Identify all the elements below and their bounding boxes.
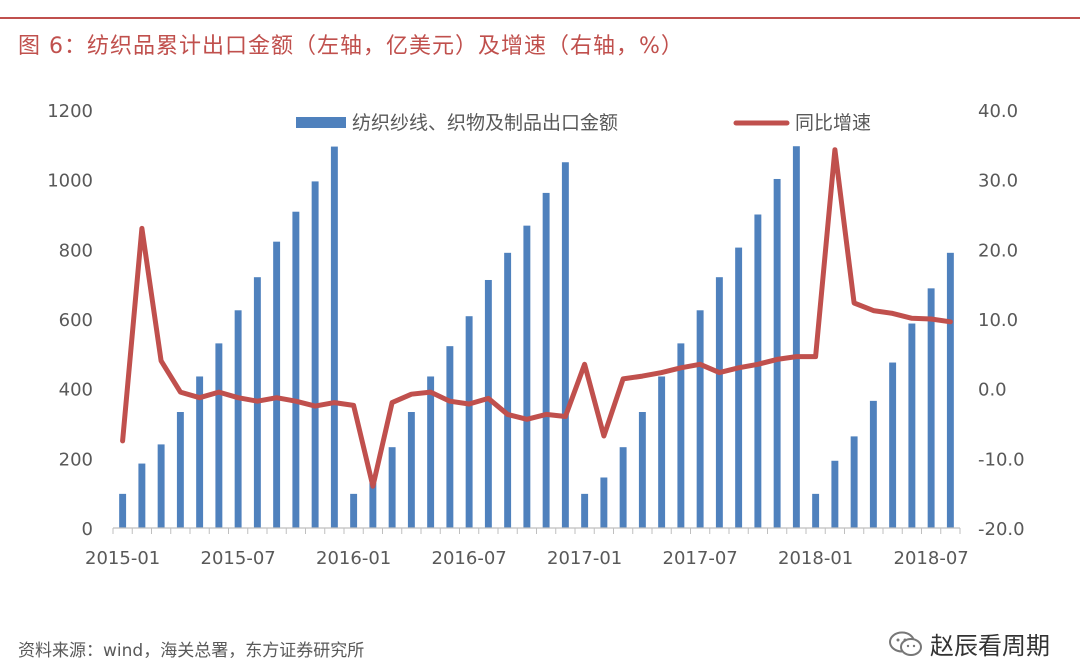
left-axis-tick-label: 1200: [47, 101, 93, 122]
bar: [119, 493, 127, 528]
bar: [388, 447, 396, 528]
bar: [427, 376, 435, 528]
bar: [157, 444, 165, 528]
right-axis-tick-label: 10.0: [978, 310, 1018, 331]
bar: [234, 310, 242, 528]
left-axis-tick-label: 600: [59, 310, 93, 331]
left-axis-tick-label: 200: [59, 449, 93, 470]
bar: [350, 493, 358, 528]
bar: [619, 447, 627, 528]
x-axis-tick-label: 2015-01: [85, 548, 160, 569]
bar: [889, 362, 897, 528]
bar: [773, 178, 781, 528]
bar: [869, 400, 877, 528]
figure-title: 图 6：纺织品累计出口金额（左轴，亿美元）及增速（右轴，%）: [18, 34, 684, 59]
x-axis-tick-label: 2017-01: [547, 548, 622, 569]
bar: [369, 482, 377, 528]
bar: [446, 346, 454, 528]
bar: [542, 192, 550, 529]
right-axis-tick-label: -10.0: [978, 449, 1025, 470]
bar: [715, 277, 723, 528]
right-axis-tick-label: 20.0: [978, 240, 1018, 261]
legend-label-bar: 纺织纱线、织物及制品出口金额: [352, 112, 618, 134]
legend-swatch-bar: [296, 117, 346, 128]
watermark-text: 赵辰看周期: [930, 632, 1050, 660]
bar: [292, 211, 300, 529]
left-axis-tick-label: 0: [82, 519, 93, 540]
bar: [504, 252, 512, 529]
bar: [561, 162, 569, 528]
series-line-growth: [120, 147, 953, 489]
x-axis-tick-label: 2016-07: [432, 548, 507, 569]
x-axis-tick-label: 2017-07: [663, 548, 738, 569]
bar: [658, 376, 666, 528]
bar: [215, 343, 223, 528]
bar: [600, 477, 608, 528]
x-axis-tick-label: 2016-01: [316, 548, 391, 569]
bar: [735, 247, 743, 528]
x-axis-tick-label: 2015-07: [201, 548, 276, 569]
bar: [831, 460, 839, 528]
bar: [138, 463, 146, 528]
left-axis-tick-label: 800: [59, 240, 93, 261]
wechat-icon: [889, 631, 922, 656]
bar: [330, 146, 338, 528]
x-axis-tick-label: 2018-01: [778, 548, 853, 569]
bar: [638, 412, 646, 528]
bar: [484, 279, 492, 528]
legend-label-line: 同比增速: [795, 112, 871, 134]
watermark: 赵辰看周期: [888, 626, 1050, 661]
x-axis-tick-label: 2018-07: [894, 548, 969, 569]
top-rule: [0, 17, 1080, 19]
bar: [176, 412, 184, 528]
bar: [581, 493, 589, 528]
right-axis-tick-label: 40.0: [978, 101, 1018, 122]
bar: [523, 225, 531, 528]
bar: [465, 316, 473, 528]
bar: [677, 343, 685, 528]
bar: [754, 214, 762, 528]
bar: [792, 146, 800, 528]
right-axis-tick-label: -20.0: [978, 519, 1025, 540]
bar: [407, 412, 415, 528]
bar: [927, 288, 935, 528]
bar: [850, 436, 858, 528]
bar: [946, 252, 954, 529]
bar: [696, 310, 704, 528]
bar: [196, 376, 204, 528]
source-note: 资料来源：wind，海关总署，东方证券研究所: [18, 641, 365, 661]
left-axis-tick-label: 400: [59, 380, 93, 401]
right-axis-tick-label: 30.0: [978, 171, 1018, 192]
right-axis-tick-label: 0.0: [978, 380, 1007, 401]
bar: [908, 323, 916, 528]
bar: [311, 181, 319, 529]
bar: [812, 493, 820, 528]
left-axis-tick-label: 1000: [47, 171, 93, 192]
bar: [273, 241, 281, 529]
